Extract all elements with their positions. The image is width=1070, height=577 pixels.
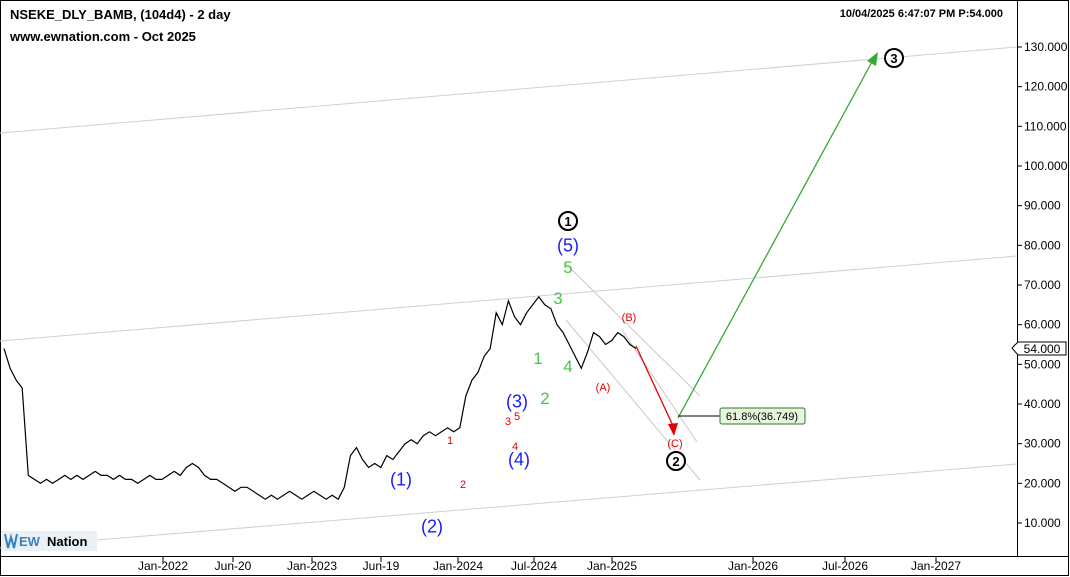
x-tick-label: Jun-20 bbox=[215, 559, 252, 573]
wave-label: 5 bbox=[514, 411, 520, 423]
logo-background bbox=[2, 531, 97, 551]
wave-label-circled: 1 bbox=[564, 214, 571, 229]
wave-label: 4 bbox=[563, 357, 572, 376]
y-tick-label: 90.000 bbox=[1024, 199, 1061, 213]
projection-arrow-up bbox=[677, 59, 874, 419]
corrective-channel-mid bbox=[621, 329, 698, 443]
wave-label: (4) bbox=[508, 449, 530, 469]
wave-label: (5) bbox=[557, 235, 579, 255]
wave-label-circled: 2 bbox=[672, 454, 679, 469]
logo-text-nation: Nation bbox=[47, 534, 88, 549]
corrective-channel-upper bbox=[565, 263, 701, 397]
projection-arrows bbox=[635, 52, 878, 436]
y-tick-label: 40.000 bbox=[1024, 397, 1061, 411]
price-series-line bbox=[3, 295, 637, 501]
wave-circle bbox=[884, 48, 904, 68]
y-tick-label: 70.000 bbox=[1024, 278, 1061, 292]
x-tick-label: Jun-19 bbox=[363, 559, 400, 573]
y-axis-ticks: 10.000 20.000 30.000 40.000 50.000 60.000 70.0… bbox=[1017, 40, 1068, 530]
wave-label: 2 bbox=[540, 389, 549, 408]
y-tick-label: 60.000 bbox=[1024, 318, 1061, 332]
logo-mark bbox=[4, 533, 18, 549]
y-tick-label: 10.000 bbox=[1024, 516, 1061, 530]
trend-channels bbox=[0, 46, 1018, 549]
wave-label: 5 bbox=[563, 258, 572, 277]
wave-label: (3) bbox=[506, 391, 528, 411]
y-tick-label: 20.000 bbox=[1024, 476, 1061, 490]
x-axis-ticks: Jan-2022 Jun-20 Jan-2023 Jun-19 Jan-2024 Jul-… bbox=[138, 556, 961, 573]
wave-label: 1 bbox=[533, 349, 542, 368]
wave-label: 1 bbox=[447, 435, 453, 447]
chart-source-subtitle: www.ewnation.com - Oct 2025 bbox=[9, 29, 196, 44]
wave-label-circled: 3 bbox=[890, 51, 897, 66]
x-tick-label: Jan-2026 bbox=[728, 559, 778, 573]
y-tick-label: 30.000 bbox=[1024, 437, 1061, 451]
y-tick-label: 80.000 bbox=[1024, 238, 1061, 252]
wave-label: (B) bbox=[622, 312, 637, 324]
y-tick-label: 110.000 bbox=[1024, 119, 1067, 133]
wave-label: (A) bbox=[596, 382, 611, 394]
arrow-head-down bbox=[668, 423, 678, 436]
y-tick-label: 120.000 bbox=[1024, 80, 1068, 94]
x-tick-label: Jan-2024 bbox=[433, 559, 483, 573]
wave-label: 2 bbox=[460, 479, 466, 491]
channel-lower-line bbox=[0, 463, 1018, 549]
x-tick-label: Jan-2022 bbox=[138, 559, 188, 573]
elliott-wave-labels: 1(5)531 42(3)(4)(1)(2)123 54(B)(A)(C)23 bbox=[390, 48, 904, 536]
y-tick-label: 100.000 bbox=[1024, 159, 1068, 173]
wave-label: 4 bbox=[512, 441, 518, 453]
current-price-marker: 54.000 bbox=[1011, 341, 1067, 356]
wave-circle bbox=[666, 451, 686, 471]
x-tick-label: Jul-2024 bbox=[511, 559, 557, 573]
y-tick-label: 50.000 bbox=[1024, 357, 1061, 371]
x-tick-label: Jul-2026 bbox=[822, 559, 868, 573]
wave-label: 3 bbox=[505, 416, 511, 428]
wave-label: (2) bbox=[421, 516, 443, 536]
y-tick-label: 130.000 bbox=[1024, 40, 1068, 54]
wave-circle bbox=[558, 211, 578, 231]
chart-symbol-title: NSEKE_DLY_BAMB, (104d4) - 2 day bbox=[10, 7, 231, 22]
wave-label: 3 bbox=[553, 289, 562, 308]
channel-upper-line bbox=[0, 46, 1018, 134]
x-tick-label: Jan-2023 bbox=[287, 559, 337, 573]
projection-arrow-down bbox=[635, 345, 675, 429]
current-price-flag bbox=[1011, 341, 1067, 356]
arrow-head-up bbox=[867, 52, 878, 66]
ew-nation-logo: EW Nation bbox=[2, 531, 97, 551]
x-tick-label: Jan-2027 bbox=[911, 559, 961, 573]
logo-text-ew: EW bbox=[19, 534, 41, 549]
wave-label: (1) bbox=[390, 469, 412, 489]
fib-label: 61.8%(36.749) bbox=[726, 411, 798, 423]
wave-label: (C) bbox=[667, 438, 682, 450]
x-tick-label: Jan-2025 bbox=[587, 559, 637, 573]
channel-middle-line bbox=[0, 255, 1018, 342]
current-price-label: 54.000 bbox=[1024, 342, 1061, 356]
fib-level-marker: 61.8%(36.749) bbox=[678, 407, 806, 425]
fib-label-box bbox=[719, 407, 806, 425]
timestamp-price-info: 10/04/2025 6:47:07 PM P:54.000 bbox=[840, 8, 1003, 20]
